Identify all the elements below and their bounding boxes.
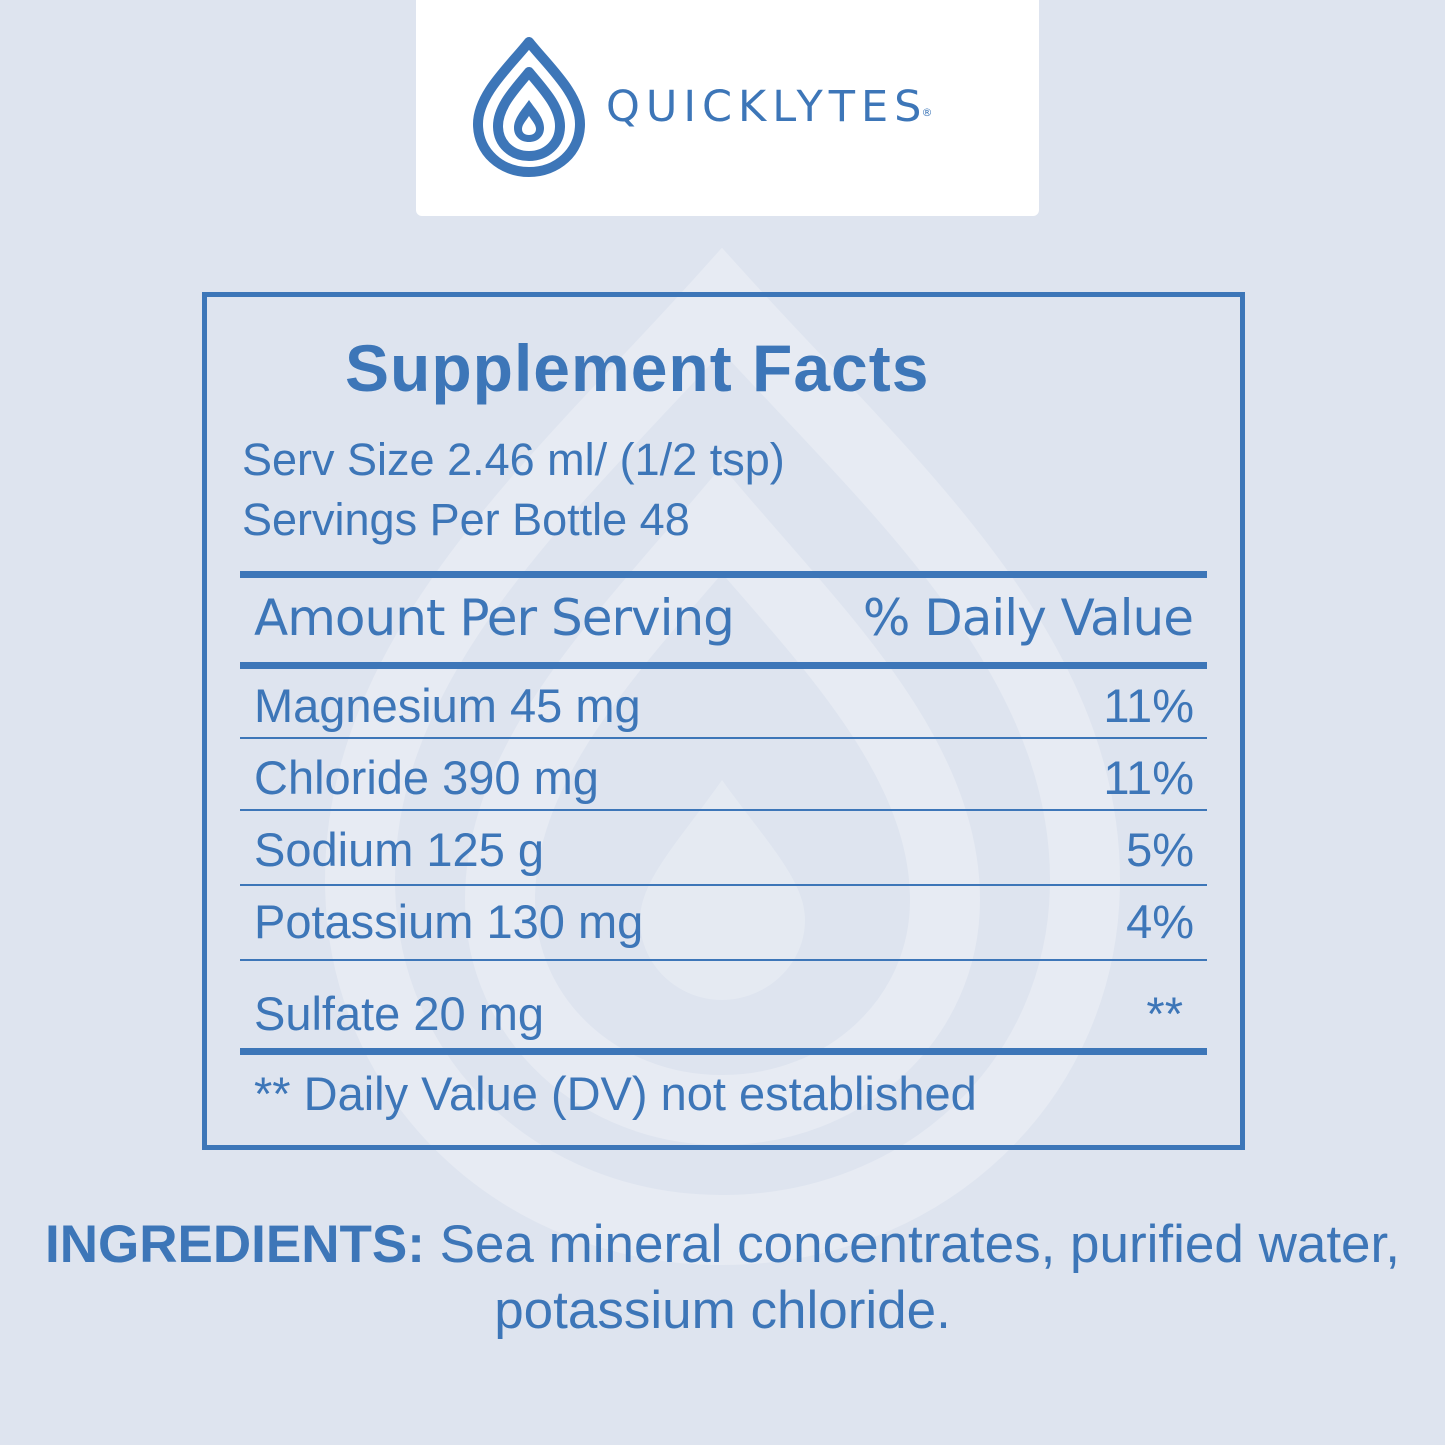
nutrient-name: Chloride 390 mg: [254, 751, 599, 804]
column-header-amount: Amount Per Serving: [254, 589, 735, 647]
divider-thin: [240, 737, 1207, 739]
nutrient-name: Magnesium 45 mg: [254, 679, 641, 732]
nutrient-daily-value: 11%: [1103, 751, 1194, 804]
water-drop-logo-icon: [473, 37, 585, 177]
servings-per-container: Servings Per Bottle 48: [242, 494, 690, 545]
facts-title: Supplement Facts: [345, 331, 930, 405]
ingredients-text: Sea mineral concentrates, purified water…: [424, 1215, 1400, 1340]
brand-name: QUICKLYTES®: [606, 82, 933, 132]
divider-thin: [240, 884, 1207, 886]
column-header-daily-value: % Daily Value: [862, 589, 1194, 647]
divider-thick: [240, 571, 1207, 578]
divider-thin: [240, 809, 1207, 811]
divider-thick: [240, 1048, 1207, 1055]
nutrient-daily-value: **: [1146, 987, 1183, 1040]
nutrient-daily-value: 11%: [1103, 679, 1194, 732]
nutrient-name: Sodium 125 g: [254, 823, 545, 876]
ingredients-statement: INGREDIENTS: Sea mineral concentrates, p…: [0, 1212, 1445, 1344]
serving-size: Serv Size 2.46 ml/ (1/2 tsp): [242, 434, 785, 485]
footnote: ** Daily Value (DV) not established: [254, 1067, 977, 1120]
divider-thin: [240, 959, 1207, 961]
logo-card: [416, 0, 1039, 216]
supplement-facts-panel: [202, 292, 1245, 1150]
registered-mark: ®: [921, 106, 933, 119]
nutrient-name: Sulfate 20 mg: [254, 987, 545, 1040]
ingredients-label: INGREDIENTS:: [45, 1215, 425, 1274]
nutrient-name: Potassium 130 mg: [254, 895, 644, 948]
divider-thick: [240, 662, 1207, 669]
nutrient-daily-value: 5%: [1126, 823, 1194, 876]
nutrient-daily-value: 4%: [1126, 895, 1194, 948]
